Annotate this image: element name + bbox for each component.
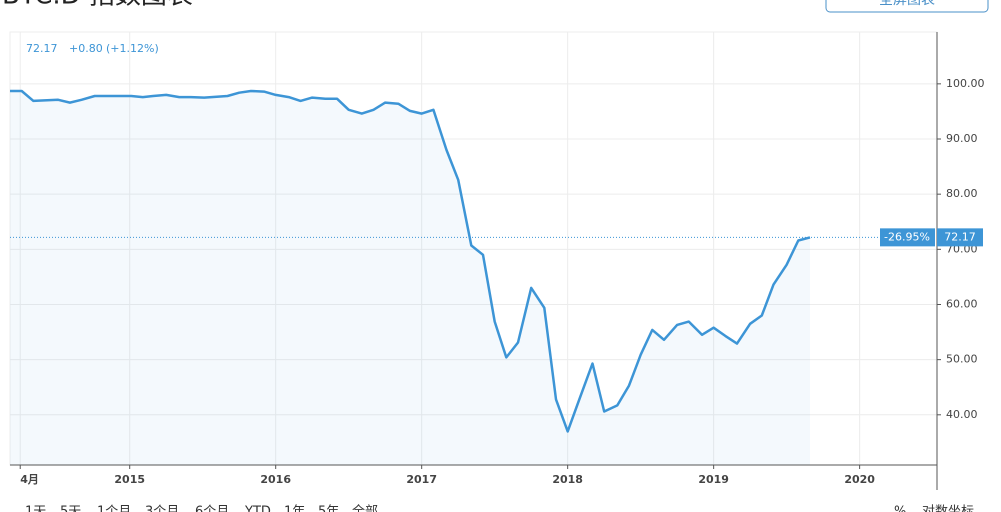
y-tick-label: 60.00 [946,297,978,310]
fullscreen-button[interactable] [825,0,989,13]
area [10,91,810,465]
price-box-price: 72.17 [944,230,976,243]
y-tick-label: 50.00 [946,353,978,366]
range-button[interactable]: 1天 [25,505,46,512]
fullscreen-label[interactable]: 全屏图表 [879,0,935,8]
scale-option[interactable]: % [894,505,906,512]
y-tick-label: 40.00 [946,408,978,421]
y-tick-label: 80.00 [946,187,978,200]
header-change: +0.80 [69,42,103,55]
price-box [937,228,983,247]
x-tick-label: 2016 [260,473,291,486]
x-tick-label: 4月 [20,473,39,486]
chart-title: BTC.D 指数图表 [2,0,193,11]
price-box-pct: -26.95% [884,230,930,243]
x-tick-label: 2019 [698,473,729,486]
x-tick-label: 2018 [552,473,583,486]
header-change-pct: (+1.12%) [106,42,159,55]
header-last: 72.17 [26,42,58,55]
scale-option[interactable]: 对数坐标 [922,505,974,512]
range-button[interactable]: YTD [244,505,271,512]
x-tick-label: 2017 [406,473,437,486]
y-tick-label: 90.00 [946,132,978,145]
range-button[interactable]: 5天 [60,505,81,512]
range-button[interactable]: 6个月 [195,505,229,512]
range-button[interactable]: 1年 [284,505,305,512]
line [10,89,811,433]
price-box [880,228,935,247]
y-tick-label: 100.00 [946,77,985,90]
range-button[interactable]: 5年 [318,505,339,512]
range-button[interactable]: 1个月 [97,505,131,512]
x-tick-label: 2020 [844,473,875,486]
x-tick-label: 2015 [114,473,145,486]
range-button[interactable]: 全部 [352,504,378,512]
range-button[interactable]: 3个月 [145,505,179,512]
